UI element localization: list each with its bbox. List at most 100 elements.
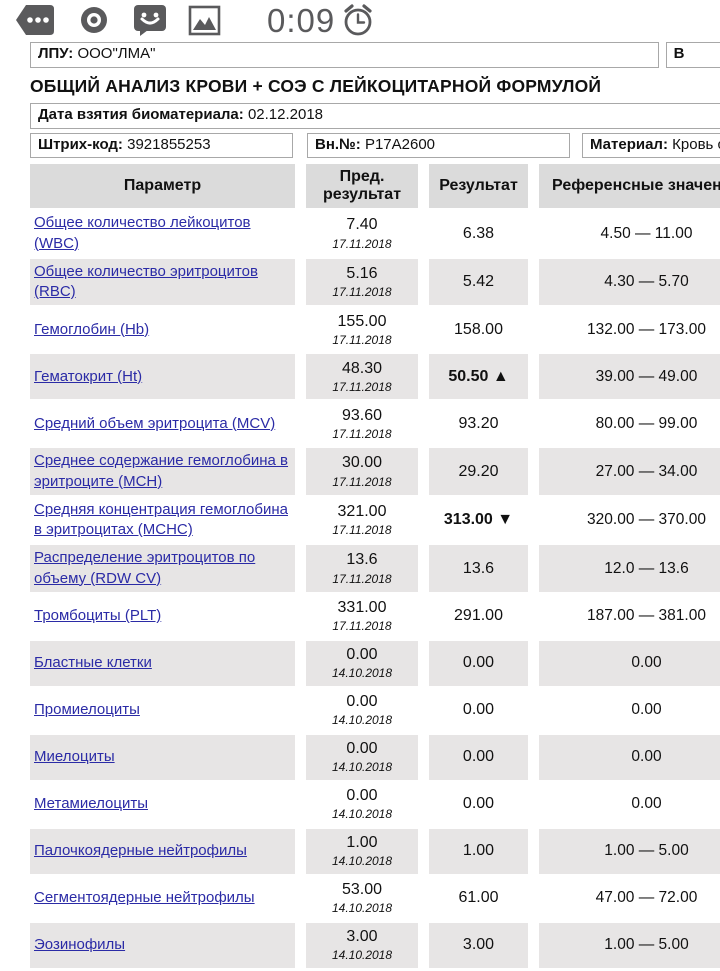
result-value: 3.00 — [462, 936, 495, 954]
previous-result-date: 17.11.2018 — [332, 379, 392, 394]
previous-result-value: 3.00 — [346, 928, 378, 946]
barcode-label: Штрих-код: — [38, 135, 123, 153]
previous-result-value: 13.6 — [346, 551, 378, 569]
result-cell: 93.20 — [429, 401, 528, 447]
previous-result-value: 7.40 — [346, 216, 378, 234]
table-row: Бластные клетки 0.00 14.10.2018 0.00 0.0… — [30, 640, 720, 686]
material-label: Материал: — [590, 135, 668, 153]
parameter-cell: Общее количество лейкоцитов (WBC) — [30, 210, 295, 257]
parameter-link[interactable]: Эозинофилы — [34, 936, 126, 954]
previous-result-date: 14.10.2018 — [331, 901, 393, 916]
previous-result-value: 0.00 — [346, 693, 378, 711]
reference-values-cell: 187.00 — 381.00 — [539, 593, 720, 639]
result-value: 313.00 ▼ — [443, 511, 514, 528]
previous-result-date: 17.11.2018 — [332, 571, 392, 586]
result-cell: 0.00 — [429, 734, 528, 780]
previous-result-value: 331.00 — [337, 599, 387, 617]
column-header-result: Результат — [429, 164, 528, 209]
internal-number-box: Вн.№: P17A2600 — [307, 132, 570, 159]
previous-result-cell: 1.00 14.10.2018 — [306, 828, 418, 874]
table-row: Среднее содержание гемоглобина в эритроц… — [30, 448, 720, 495]
result-cell: 0.00 — [429, 687, 528, 733]
result-cell: 6.38 — [429, 210, 528, 257]
parameter-cell: Средний объем эритроцита (MCV) — [30, 401, 295, 447]
parameter-link[interactable]: Распределение эритроцитов по объему (RDW… — [34, 549, 256, 587]
previous-result-value: 0.00 — [346, 646, 378, 664]
previous-result-date: 14.10.2018 — [331, 854, 393, 869]
result-cell: 1.00 — [429, 828, 528, 874]
table-row: Тромбоциты (PLT) 331.00 17.11.2018 291.0… — [30, 593, 720, 639]
previous-result-cell: 0.00 14.10.2018 — [306, 781, 418, 827]
result-value: 5.42 — [462, 273, 495, 290]
result-value: 0.00 — [462, 701, 495, 719]
parameter-link[interactable]: Миелоциты — [34, 748, 115, 766]
reference-values-cell: 0.00 — [539, 640, 720, 686]
parameter-link[interactable]: Тромбоциты (PLT) — [34, 607, 162, 625]
lpu-box: ЛПУ: ООО"ЛМА" — [30, 42, 659, 68]
result-value: 158.00 — [454, 320, 503, 338]
table-row: Гемоглобин (Hb) 155.00 17.11.2018 158.00… — [30, 307, 720, 353]
previous-result-date: 17.11.2018 — [332, 332, 392, 347]
parameter-link[interactable]: Общее количество эритроцитов (RBC) — [34, 262, 258, 300]
previous-result-date: 14.10.2018 — [331, 948, 393, 963]
reference-values-cell: 132.00 — 173.00 — [539, 307, 720, 353]
reference-values-cell: 47.00 — 72.00 — [539, 875, 720, 921]
table-row: Миелоциты 0.00 14.10.2018 0.00 0.00 — [30, 734, 720, 780]
internal-number-label: Вн.№: — [315, 135, 361, 153]
previous-result-value: 48.30 — [341, 359, 383, 377]
reference-values-cell: 27.00 — 34.00 — [539, 448, 720, 495]
parameter-link[interactable]: Средний объем эритроцита (MCV) — [34, 414, 276, 432]
parameter-link[interactable]: Палочкоядерные нейтрофилы — [34, 842, 247, 860]
previous-result-cell: 5.16 17.11.2018 — [306, 258, 418, 306]
results-table: Параметр Пред. результат Результат Рефер… — [30, 164, 720, 968]
parameter-link[interactable]: Бластные клетки — [34, 654, 152, 672]
previous-result-cell: 0.00 14.10.2018 — [306, 640, 418, 686]
previous-result-cell: 48.30 17.11.2018 — [306, 354, 418, 400]
previous-result-cell: 0.00 14.10.2018 — [306, 734, 418, 780]
reference-values-cell: 0.00 — [539, 687, 720, 733]
parameter-link[interactable]: Гемоглобин (Hb) — [34, 320, 150, 338]
result-value: 13.6 — [462, 559, 495, 577]
clipped-right-label: В — [673, 45, 685, 62]
table-row: Гематокрит (Ht) 48.30 17.11.2018 50.50 ▲… — [30, 354, 720, 400]
previous-result-value: 0.00 — [346, 787, 378, 805]
specimen-line: Штрих-код: 3921855253 Вн.№: P17A2600 Мат… — [30, 132, 720, 159]
previous-result-date: 17.11.2018 — [332, 523, 392, 538]
parameter-cell: Метамиелоциты — [30, 781, 295, 827]
previous-result-value: 155.00 — [337, 312, 387, 330]
previous-result-cell: 3.00 14.10.2018 — [306, 922, 418, 968]
result-cell: 0.00 — [429, 640, 528, 686]
result-value: 1.00 — [462, 842, 495, 860]
previous-result-cell: 93.60 17.11.2018 — [306, 401, 418, 447]
table-row: Общее количество эритроцитов (RBC) 5.16 … — [30, 258, 720, 306]
result-value: 50.50 ▲ — [448, 367, 509, 385]
reference-values-cell: 4.50 — 11.00 — [539, 210, 720, 257]
results-table-body: Общее количество лейкоцитов (WBC) 7.40 1… — [30, 210, 720, 968]
parameter-link[interactable]: Гематокрит (Ht) — [34, 367, 143, 385]
previous-result-date: 17.11.2018 — [332, 619, 392, 634]
table-row: Палочкоядерные нейтрофилы 1.00 14.10.201… — [30, 828, 720, 874]
previous-result-date: 17.11.2018 — [332, 285, 392, 300]
status-bar: 0:09 — [0, 0, 720, 40]
sample-date-label: Дата взятия биоматериала: — [38, 105, 244, 123]
parameter-link[interactable]: Промиелоциты — [34, 701, 140, 719]
previous-result-cell: 53.00 14.10.2018 — [306, 875, 418, 921]
previous-result-cell: 155.00 17.11.2018 — [306, 307, 418, 353]
reference-values-cell: 0.00 — [539, 781, 720, 827]
parameter-link[interactable]: Общее количество лейкоцитов (WBC) — [34, 214, 251, 252]
previous-result-value: 93.60 — [341, 406, 383, 424]
status-bar-clock: 0:09 — [267, 1, 336, 39]
parameter-link[interactable]: Среднее содержание гемоглобина в эритроц… — [34, 452, 289, 490]
parameter-link[interactable]: Средняя концентрация гемоглобина в эритр… — [34, 500, 288, 538]
page-title: ОБЩИЙ АНАЛИЗ КРОВИ + СОЭ С ЛЕЙКОЦИТАРНОЙ… — [30, 75, 602, 96]
result-value: 61.00 — [458, 889, 499, 907]
parameter-link[interactable]: Метамиелоциты — [34, 795, 148, 813]
parameter-cell: Среднее содержание гемоглобина в эритроц… — [30, 448, 295, 495]
table-row: Промиелоциты 0.00 14.10.2018 0.00 0.00 — [30, 687, 720, 733]
parameter-link[interactable]: Сегментоядерные нейтрофилы — [34, 889, 255, 907]
previous-result-value: 321.00 — [337, 502, 387, 520]
parameter-cell: Гематокрит (Ht) — [30, 354, 295, 400]
result-cell: 50.50 ▲ — [429, 354, 528, 400]
result-cell: 5.42 — [429, 258, 528, 306]
